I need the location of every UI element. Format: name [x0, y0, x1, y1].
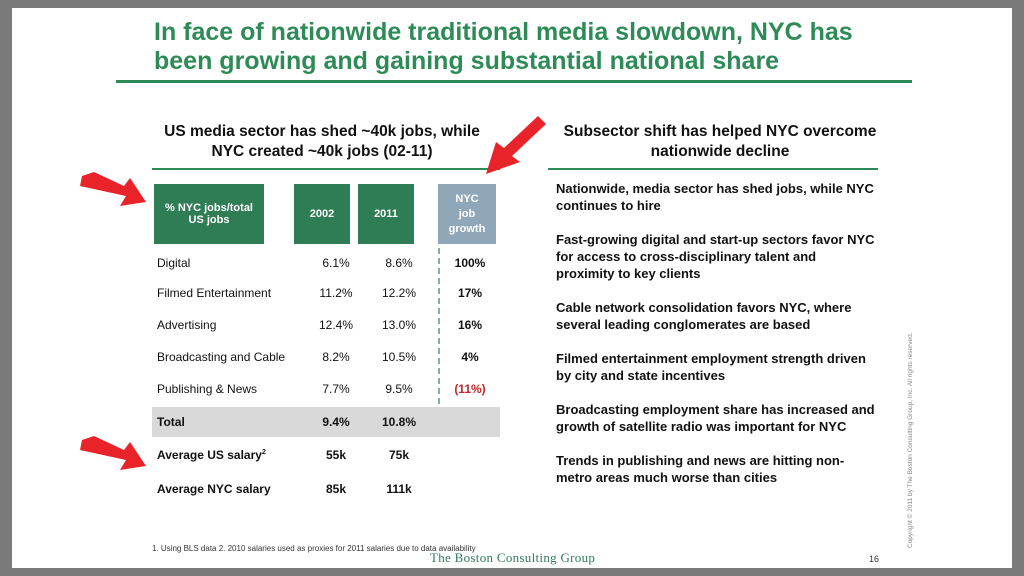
- table-row: Digital 6.1% 8.6% 100%: [152, 248, 500, 278]
- footnote: 1. Using BLS data 2. 2010 salaries used …: [152, 544, 476, 553]
- us-salary-label: Average US salary2: [157, 448, 266, 462]
- header-nyc-job-growth: NYC job growth: [438, 184, 496, 244]
- row-name: Publishing & News: [157, 382, 258, 396]
- us-salary-2011: 75k: [388, 448, 410, 462]
- table-row: Advertising 12.4% 13.0% 16%: [152, 310, 500, 340]
- row-2002: 12.4%: [318, 318, 354, 332]
- row-2011: 12.2%: [381, 286, 417, 300]
- us-salary-2002: 55k: [325, 448, 347, 462]
- insight-item: Broadcasting employment share has increa…: [556, 402, 875, 434]
- row-name: Digital: [157, 256, 191, 270]
- table-row: Filmed Entertainment 11.2% 12.2% 17%: [152, 278, 500, 308]
- right-section-heading: Subsector shift has helped NYC overcome …: [563, 123, 877, 160]
- slide: In face of nationwide traditional media …: [12, 8, 1012, 568]
- nyc-salary-2011: 111k: [386, 482, 412, 496]
- insight-item: Cable network consolidation favors NYC, …: [556, 300, 852, 332]
- row-2002: 6.1%: [322, 256, 350, 270]
- insight-item: Trends in publishing and news are hittin…: [556, 453, 845, 485]
- red-arrow-icon: [80, 436, 146, 470]
- row-growth: 4%: [461, 350, 479, 364]
- row-growth: 17%: [457, 286, 483, 300]
- red-arrow-icon: [486, 116, 546, 174]
- row-2002: 11.2%: [319, 286, 353, 300]
- row-name: Broadcasting and Cable: [157, 350, 286, 364]
- copyright-notice: Copyright © 2011 by The Boston Consultin…: [907, 332, 914, 548]
- header-2011: 2011: [358, 184, 414, 244]
- row-growth: 16%: [457, 318, 483, 332]
- row-2002: 7.7%: [322, 382, 350, 396]
- left-section-heading: US media sector has shed ~40k jobs, whil…: [164, 123, 480, 160]
- nyc-salary-2002: 85k: [325, 482, 347, 496]
- row-2011: 10.5%: [381, 350, 417, 364]
- row-2011: 13.0%: [381, 318, 417, 332]
- left-divider: [152, 168, 500, 170]
- total-2002: 9.4%: [322, 415, 350, 429]
- insight-item: Fast-growing digital and start-up sector…: [556, 232, 875, 281]
- nyc-salary-row: Average NYC salary 85k 111k: [152, 474, 500, 504]
- row-2011: 9.5%: [385, 382, 413, 396]
- row-name: Advertising: [157, 318, 217, 332]
- row-growth: (11%): [454, 382, 486, 396]
- row-name: Filmed Entertainment: [157, 286, 272, 300]
- bcg-logo: The Boston Consulting Group: [430, 550, 596, 565]
- insight-list: Nationwide, media sector has shed jobs, …: [556, 180, 876, 503]
- red-arrow-icon: [80, 172, 146, 206]
- total-2011: 10.8%: [381, 415, 417, 429]
- row-growth: 100%: [454, 256, 486, 270]
- growth-column-divider: [438, 248, 440, 404]
- total-row: Total 9.4% 10.8%: [152, 407, 500, 437]
- title-divider: [116, 80, 912, 83]
- nyc-salary-label: Average NYC salary: [157, 482, 271, 496]
- table-row: Publishing & News 7.7% 9.5% (11%): [152, 374, 500, 404]
- total-label: Total: [157, 415, 185, 429]
- right-divider: [548, 168, 878, 170]
- us-salary-row: Average US salary2 55k 75k: [152, 440, 500, 470]
- row-2002: 8.2%: [322, 350, 350, 364]
- table-row: Broadcasting and Cable 8.2% 10.5% 4%: [152, 342, 500, 372]
- header-share-label: % NYC jobs/total US jobs: [154, 184, 264, 244]
- header-2002: 2002: [294, 184, 350, 244]
- insight-item: Nationwide, media sector has shed jobs, …: [556, 181, 874, 213]
- insight-item: Filmed entertainment employment strength…: [556, 351, 866, 383]
- slide-title: In face of nationwide traditional media …: [154, 18, 853, 75]
- row-2011: 8.6%: [385, 256, 413, 270]
- page-number: 16: [869, 554, 880, 564]
